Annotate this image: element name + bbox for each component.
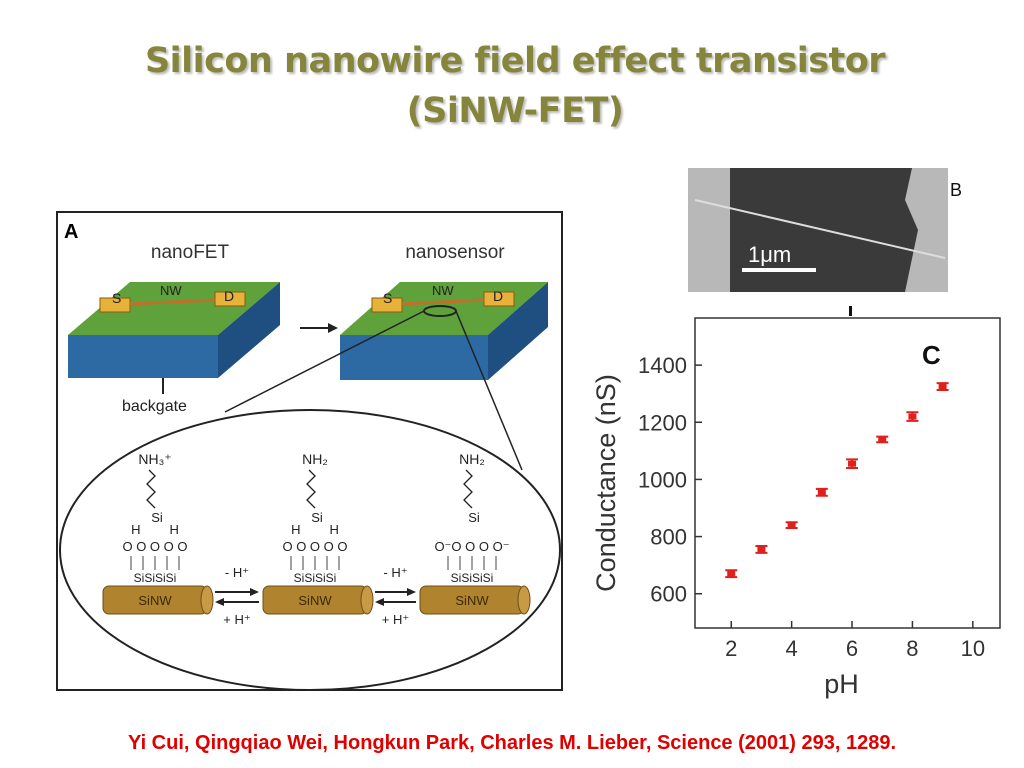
anchors: SiSiSiSi: [134, 571, 177, 585]
arrowhead: [215, 598, 224, 606]
x-tick-label: 10: [961, 636, 985, 661]
x-tick-label: 4: [786, 636, 798, 661]
amine: NH₂: [459, 451, 485, 467]
chain: [463, 469, 473, 509]
label: D: [493, 288, 503, 304]
forward-label: - H⁺: [225, 565, 249, 580]
forward-label: - H⁺: [383, 565, 407, 580]
cylinder-end: [517, 585, 531, 615]
back-label: + H⁺: [223, 612, 250, 627]
panel-label: A: [64, 221, 78, 243]
point: [848, 460, 857, 467]
wire-label: SiNW: [455, 593, 489, 608]
anchors: SiSiSiSi: [451, 571, 494, 585]
silicon: Si: [311, 510, 323, 525]
slide-title: Silicon nanowire field effect transistor…: [144, 41, 886, 131]
nanowire: [129, 298, 216, 306]
back-label: + H⁺: [382, 612, 409, 627]
point: [878, 436, 887, 443]
electrode: [214, 291, 246, 307]
x-tick-label: 6: [846, 636, 858, 661]
point: [817, 489, 826, 496]
cylinder-end: [200, 585, 214, 615]
wire-label: SiNW: [298, 593, 332, 608]
oxygens: O O O O O: [282, 539, 347, 554]
label: backgate: [122, 398, 187, 415]
slab-front: [340, 335, 488, 380]
wire-label: SiNW: [138, 593, 172, 608]
silicon: Si: [151, 510, 163, 525]
label: S: [112, 290, 121, 306]
slab-side: [218, 282, 280, 378]
arrowhead: [407, 588, 416, 596]
x-tick-label: 8: [906, 636, 918, 661]
panel-label: B: [950, 180, 962, 200]
amine: NH₂: [302, 451, 328, 467]
cylinder-end: [360, 585, 374, 615]
point: [908, 413, 917, 420]
y-tick-label: 1200: [638, 410, 687, 435]
arrowhead: [250, 588, 259, 596]
chain: [306, 469, 316, 509]
scale-label: 1μm: [748, 242, 791, 267]
zoom-ellipse: [59, 409, 561, 691]
anchors: SiSiSiSi: [294, 571, 337, 585]
electrode: [99, 297, 131, 313]
slab-front: [68, 335, 218, 378]
citation: Yi Cui, Qingqiao Wei, Hongkun Park, Char…: [127, 732, 897, 754]
oxygens: O⁻O O O O⁻: [434, 539, 509, 554]
electrode: [371, 297, 403, 313]
amine: NH₃⁺: [138, 451, 171, 467]
point: [757, 546, 766, 553]
y-tick-label: 1000: [638, 467, 687, 492]
electrode: [483, 291, 515, 307]
oxygens: O O O O O: [122, 539, 187, 554]
x-axis-label: pH: [824, 669, 859, 699]
y-tick-label: 1400: [638, 353, 687, 378]
y-axis-label: Conductance (nS): [591, 374, 621, 592]
plot-frame: [694, 317, 1001, 629]
nanowire: [401, 298, 485, 306]
slab-side: [488, 282, 548, 380]
marker: [849, 306, 852, 316]
arrowhead: [328, 323, 338, 333]
point: [938, 383, 947, 390]
label: D: [224, 288, 234, 304]
silicon: Si: [468, 510, 480, 525]
panel-label: C: [922, 340, 941, 370]
zoom-line: [455, 310, 523, 471]
label: NW: [432, 283, 454, 298]
point: [787, 522, 796, 529]
nanowire-image: [694, 199, 946, 259]
y-tick-label: 800: [650, 525, 687, 550]
arrowhead: [375, 598, 384, 606]
caption: nanoFET: [151, 242, 230, 263]
point: [727, 570, 736, 577]
label: S: [383, 290, 392, 306]
zoom-line: [224, 310, 425, 413]
x-tick-label: 2: [725, 636, 737, 661]
hydrogens: H H: [131, 522, 179, 537]
label: NW: [160, 283, 182, 298]
caption: nanosensor: [405, 242, 505, 263]
chain: [146, 469, 156, 509]
hydrogens: H H: [291, 522, 339, 537]
y-tick-label: 600: [650, 582, 687, 607]
